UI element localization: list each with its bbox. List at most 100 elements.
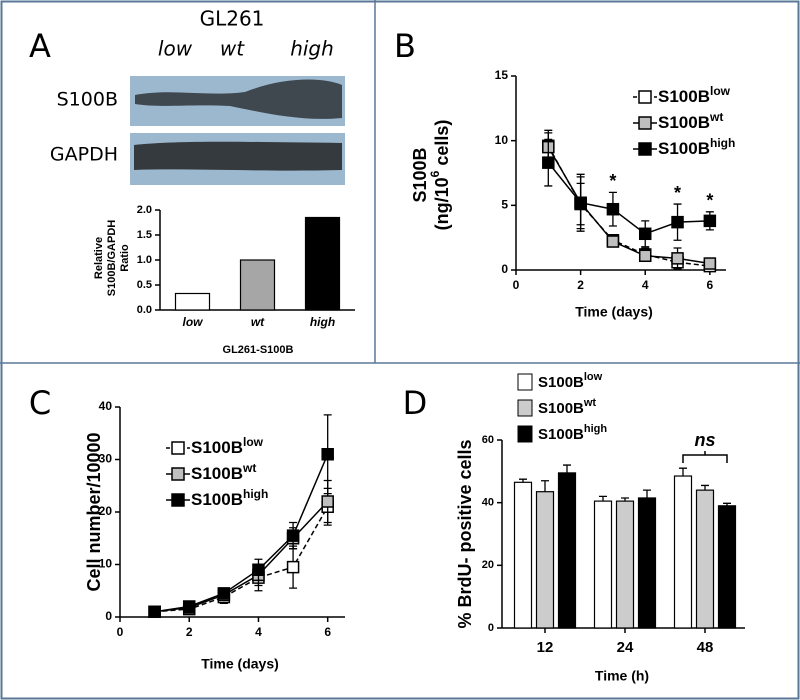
x-tick-label: 2 xyxy=(186,625,193,639)
legend-sup: high xyxy=(584,423,607,435)
bar xyxy=(637,497,657,629)
y-label-line: Relative xyxy=(93,237,105,279)
marker xyxy=(321,448,334,461)
legend-sup: wt xyxy=(242,461,256,475)
legend-label: S100Bhigh xyxy=(191,487,268,509)
legend-marker xyxy=(171,467,185,481)
lane-label: low xyxy=(158,37,193,61)
bar xyxy=(513,481,533,629)
legend-sup: high xyxy=(243,487,268,501)
y-label-part: cells) xyxy=(432,120,452,171)
annotation: * xyxy=(674,183,681,203)
x-tick-label: 4 xyxy=(642,278,649,292)
legend-name: S100B xyxy=(658,87,710,106)
y-tick-label: 20 xyxy=(482,559,494,571)
legend-label: S100Blow xyxy=(658,84,731,106)
western-blot xyxy=(130,76,345,185)
y-tick-label: 40 xyxy=(99,399,113,413)
bar xyxy=(615,500,635,629)
y-tick-label: 40 xyxy=(482,497,494,509)
y-label-line: % BrdU- positive cells xyxy=(455,439,475,628)
legend-label: S100Blow xyxy=(538,371,603,391)
blot-band xyxy=(135,79,342,119)
series-line xyxy=(547,145,710,267)
x-tick-label: wt xyxy=(251,315,265,329)
y-tick-label: 5 xyxy=(501,198,508,212)
y-tick-label: 2.0 xyxy=(137,204,152,216)
marker xyxy=(148,605,161,618)
row-label: GAPDH xyxy=(50,144,118,166)
panel-letter: C xyxy=(29,384,51,422)
legend-name: S100B xyxy=(191,438,243,457)
marker xyxy=(638,249,652,263)
error-bar xyxy=(599,495,607,502)
annotation: ns xyxy=(694,430,715,450)
marker xyxy=(606,202,620,216)
legend-label: S100Bhigh xyxy=(538,423,607,443)
y-tick-label: 1.0 xyxy=(137,254,152,266)
x-tick-label: 4 xyxy=(255,625,262,639)
y-tick-label: 15 xyxy=(495,68,509,82)
annotation: * xyxy=(706,191,713,211)
legend-sup: wt xyxy=(583,397,597,409)
error-bar xyxy=(563,464,571,473)
error-bar xyxy=(701,484,709,491)
marker xyxy=(703,214,717,228)
marker xyxy=(217,587,231,600)
legend-sup: wt xyxy=(709,110,723,124)
legend-swatch xyxy=(517,399,533,417)
bar xyxy=(239,259,276,311)
panel-letter: B xyxy=(394,27,416,65)
marker xyxy=(286,560,300,574)
marker xyxy=(252,563,265,576)
legend-marker xyxy=(171,493,185,507)
y-label-sup: 6 xyxy=(428,170,442,177)
y-tick-label: 0 xyxy=(501,262,508,276)
marker xyxy=(286,529,300,542)
legend-swatch xyxy=(517,373,533,391)
marker xyxy=(542,156,555,169)
y-axis-label: RelativeS100B/GAPDHRatio xyxy=(93,220,131,296)
panel-letter: A xyxy=(29,27,51,65)
bar xyxy=(557,472,577,629)
legend-name: S100B xyxy=(191,464,243,483)
legend-name: S100B xyxy=(191,490,243,509)
lane-label: wt xyxy=(220,37,245,61)
legend-marker xyxy=(171,441,185,455)
x-axis-label: GL261-S100B xyxy=(223,344,294,356)
x-tick-label: high xyxy=(310,315,335,329)
bracket xyxy=(682,451,728,463)
legend-label: S100Bwt xyxy=(538,397,596,417)
bar xyxy=(717,505,737,629)
marker xyxy=(606,235,620,248)
legend-name: S100B xyxy=(538,426,584,443)
bar xyxy=(304,216,341,311)
legend-name: S100B xyxy=(658,139,710,158)
y-tick-label: 0 xyxy=(488,622,494,634)
y-axis-label: S100B(ng/106 cells) xyxy=(410,120,452,231)
x-tick-label: 0 xyxy=(513,278,520,292)
bar xyxy=(174,292,211,311)
x-tick-label: 12 xyxy=(537,639,554,656)
legend-label: S100Bhigh xyxy=(658,136,735,158)
marker xyxy=(671,215,684,229)
error-bar xyxy=(679,467,687,477)
legend-marker xyxy=(638,116,652,130)
y-tick-label: 60 xyxy=(482,434,494,446)
legend-sup: low xyxy=(710,84,731,98)
x-tick-label: 6 xyxy=(324,625,331,639)
y-label-line: S100B xyxy=(410,147,430,202)
legend-marker xyxy=(638,90,652,104)
blot-band xyxy=(134,141,342,171)
legend-label: S100Bwt xyxy=(191,461,256,483)
legend-sup: low xyxy=(584,371,603,383)
marker xyxy=(703,257,717,270)
y-label-line: Cell number/10000 xyxy=(84,432,104,591)
y-label-line: (ng/106 cells) xyxy=(428,120,452,231)
legend-label: S100Blow xyxy=(191,435,264,457)
marker xyxy=(638,227,652,241)
y-label-line: S100B/GAPDH xyxy=(106,220,118,296)
bar xyxy=(535,491,555,629)
x-tick-label: 6 xyxy=(707,278,714,292)
